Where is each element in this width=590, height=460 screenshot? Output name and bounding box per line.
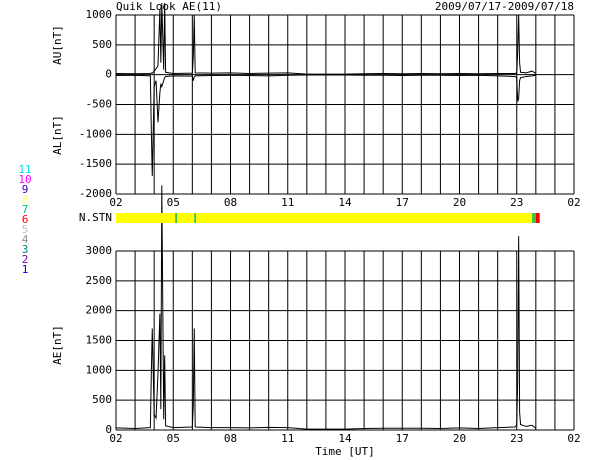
nstn-segment <box>177 213 195 223</box>
y-axis-label: AE[nT] <box>51 325 64 365</box>
nstn-segment <box>116 213 176 223</box>
station-label: 5 <box>22 223 29 236</box>
x-tick-label: 17 <box>396 432 409 445</box>
chart-title: Quik Look AE(11) <box>116 0 222 13</box>
x-tick-label: 11 <box>281 432 294 445</box>
nstn-segment <box>532 213 536 223</box>
data-line <box>115 185 537 430</box>
x-tick-label: 11 <box>281 196 294 209</box>
y-tick-label: 3000 <box>86 244 113 257</box>
x-tick-label: 17 <box>396 196 409 209</box>
y-axis-label: AL[nT] <box>51 115 64 155</box>
station-label: 2 <box>22 253 29 266</box>
station-label: 6 <box>22 213 29 226</box>
y-axis-label: AU[nT] <box>51 25 64 65</box>
y-tick-label: 500 <box>92 393 112 406</box>
date-range: 2009/07/17-2009/07/18 <box>435 0 574 13</box>
x-tick-label: 20 <box>453 196 466 209</box>
y-tick-label: 2500 <box>86 274 113 287</box>
y-tick-label: 0 <box>105 423 112 436</box>
y-tick-label: 0 <box>105 68 112 81</box>
y-tick-label: 1000 <box>86 363 113 376</box>
station-label: 10 <box>18 173 31 186</box>
y-tick-label: 500 <box>92 38 112 51</box>
x-axis-label: Time [UT] <box>315 445 375 458</box>
x-tick-label: 14 <box>338 432 352 445</box>
nstn-segment <box>194 213 197 223</box>
x-tick-label: 23 <box>510 196 523 209</box>
x-tick-label: 23 <box>510 432 523 445</box>
x-tick-label: 20 <box>453 432 466 445</box>
nstn-label: N.STN <box>79 211 112 224</box>
x-tick-label: 02 <box>109 432 122 445</box>
station-label: 7 <box>22 203 29 216</box>
data-line <box>115 3 537 75</box>
y-tick-label: -2000 <box>79 187 112 200</box>
station-label: 1 <box>22 263 29 276</box>
data-line <box>115 74 536 177</box>
x-tick-label: 05 <box>167 196 180 209</box>
station-label: 8 <box>22 193 29 206</box>
x-tick-label: 02 <box>109 196 122 209</box>
y-tick-label: 1000 <box>86 8 113 21</box>
y-tick-label: 2000 <box>86 304 113 317</box>
station-label: 3 <box>22 243 29 256</box>
nstn-segment <box>196 213 533 223</box>
x-tick-label: 08 <box>224 432 237 445</box>
x-tick-label: 05 <box>167 432 180 445</box>
station-label: 9 <box>22 183 29 196</box>
nstn-segment <box>535 213 540 223</box>
y-tick-label: 1500 <box>86 334 113 347</box>
x-tick-label: 08 <box>224 196 237 209</box>
y-tick-label: -1500 <box>79 157 112 170</box>
station-label: 11 <box>18 163 31 176</box>
x-tick-label: 14 <box>338 196 352 209</box>
x-tick-label: 02 <box>567 432 580 445</box>
nstn-segment <box>175 213 178 223</box>
y-tick-label: -1000 <box>79 127 112 140</box>
station-label: 4 <box>22 233 29 246</box>
x-tick-label: 02 <box>567 196 580 209</box>
y-tick-label: -500 <box>86 98 113 111</box>
